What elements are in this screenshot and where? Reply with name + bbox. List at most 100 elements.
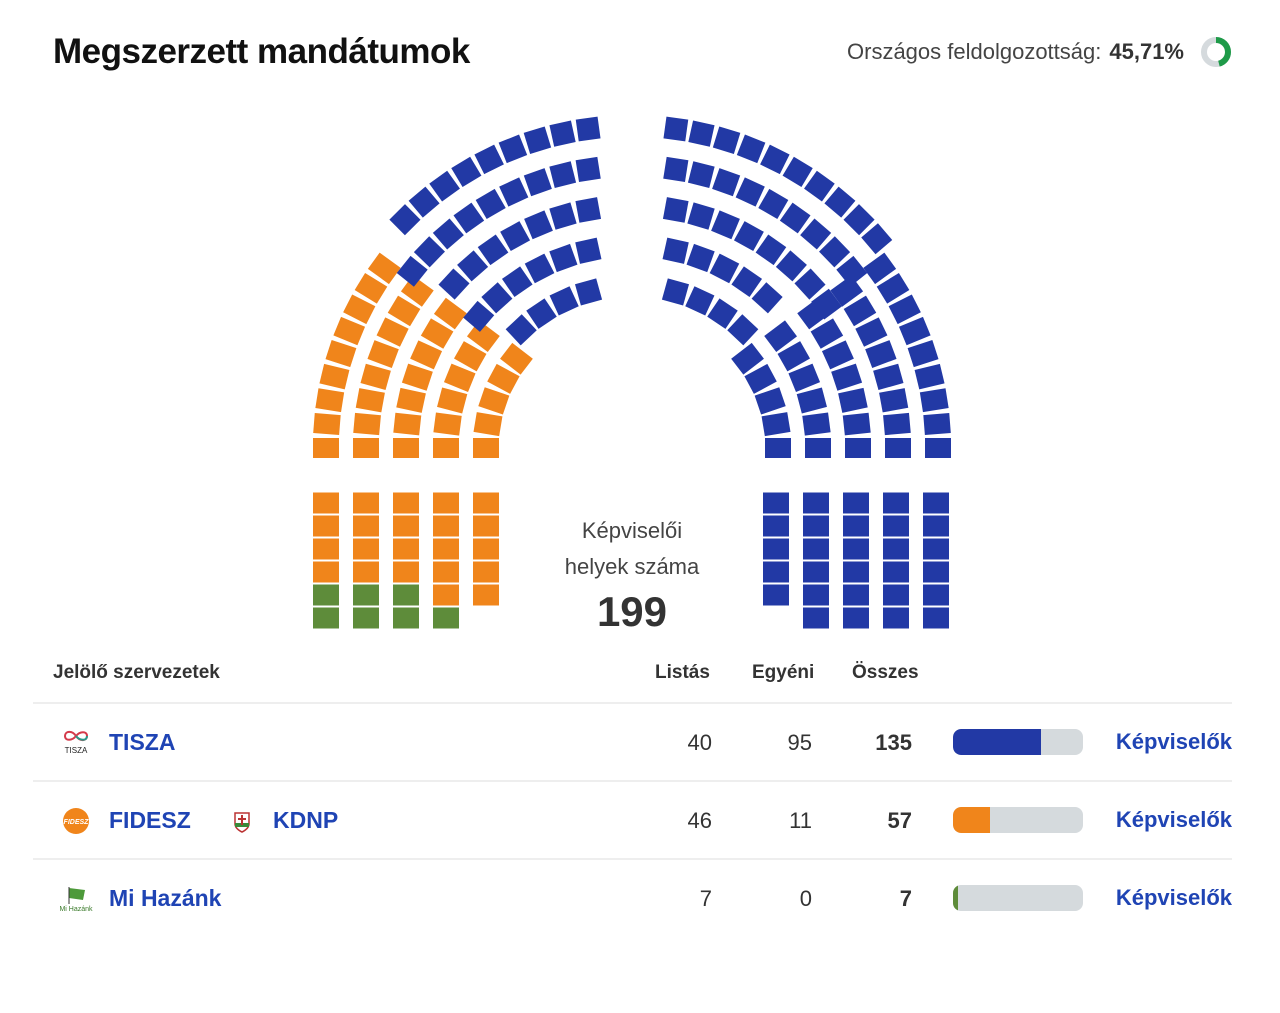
seat-fidesz-kdnp (400, 275, 434, 307)
seat-tisza (758, 188, 789, 219)
representatives-link[interactable]: Képviselők (1115, 807, 1232, 832)
seat-tisza (575, 116, 601, 142)
seat-share-fill (953, 729, 1042, 755)
individual-seats: 0 (799, 886, 812, 911)
seat-tisza (688, 120, 715, 147)
tisza-logo-icon: TISZA (63, 730, 89, 755)
seat-fidesz-kdnp (443, 363, 476, 392)
seat-tisza (763, 515, 789, 537)
seat-tisza (549, 161, 577, 189)
seat-tisza (810, 318, 844, 349)
seat-tisza (876, 272, 910, 304)
seat-tisza (735, 177, 765, 207)
seat-fidesz-kdnp (313, 492, 339, 514)
seat-tisza (883, 584, 909, 606)
seat-fidesz-kdnp (500, 342, 533, 375)
seat-tisza (438, 268, 470, 300)
seat-tisza (662, 237, 689, 264)
seat-mi-hazank (353, 584, 379, 606)
parliament-seat-chart (313, 116, 951, 629)
seat-tisza (432, 218, 464, 250)
seat-tisza (843, 492, 869, 514)
seat-tisza (709, 253, 740, 284)
seat-tisza (707, 298, 738, 329)
seat-fidesz-kdnp (313, 515, 339, 537)
seat-tisza (711, 210, 740, 240)
seat-tisza (883, 412, 911, 436)
seat-tisza (574, 278, 603, 306)
seat-tisza (842, 412, 871, 436)
seat-fidesz-kdnp (360, 363, 391, 390)
seat-share-fill (953, 885, 958, 911)
seat-tisza (843, 295, 877, 327)
party-link-mi-hazank[interactable]: Mi Hazánk (109, 885, 222, 911)
mi-hazank-logo-text: Mi Hazánk (59, 906, 93, 913)
seat-tisza (526, 298, 557, 329)
tisza-logo-text: TISZA (65, 746, 88, 755)
seat-fidesz-kdnp (478, 387, 510, 415)
seat-fidesz-kdnp (313, 538, 339, 560)
party-link-kdnp[interactable]: KDNP (273, 807, 339, 833)
representatives-link[interactable]: Képviselők (1115, 729, 1232, 754)
seat-tisza (731, 342, 764, 375)
seat-fidesz-kdnp (367, 340, 399, 369)
seat-tisza (751, 282, 783, 314)
seat-tisza (763, 584, 789, 606)
seat-tisza (782, 156, 813, 187)
seat-tisza (744, 363, 777, 394)
seat-mi-hazank (313, 607, 339, 629)
seat-tisza (549, 286, 579, 316)
seat-tisza (501, 266, 533, 298)
seat-fidesz-kdnp (433, 515, 459, 537)
seat-fidesz-kdnp (333, 316, 366, 346)
seat-tisza (663, 156, 689, 183)
representatives-link[interactable]: Képviselők (1115, 885, 1232, 910)
seat-share-bar (953, 807, 1083, 833)
seat-fidesz-kdnp (354, 272, 388, 304)
seat-fidesz-kdnp (353, 412, 381, 436)
seat-tisza (523, 168, 552, 197)
total-seats: 199 (596, 588, 668, 635)
seat-tisza (755, 234, 787, 266)
seat-fidesz-kdnp (473, 561, 499, 583)
seat-tisza (923, 607, 949, 629)
progress-label: Országos feldolgozottság: (847, 39, 1102, 64)
seat-fidesz-kdnp (376, 317, 409, 347)
seat-fidesz-kdnp (433, 584, 459, 606)
seat-share-bar (953, 885, 1083, 911)
seat-tisza (803, 584, 829, 606)
seat-tisza (763, 492, 789, 514)
seat-tisza (883, 607, 909, 629)
mi-hazank-logo-icon: Mi Hazánk (59, 887, 93, 913)
seat-tisza (453, 202, 485, 234)
seat-tisza (803, 561, 829, 583)
seat-tisza (888, 294, 921, 325)
seat-tisza (663, 116, 689, 142)
progress-ring-icon (1201, 37, 1231, 67)
seat-tisza (662, 197, 689, 223)
party-link-fidesz[interactable]: FIDESZ (109, 807, 191, 833)
seat-fidesz-kdnp (410, 340, 443, 370)
individual-seats: 11 (789, 808, 812, 833)
seat-fidesz-kdnp (393, 515, 419, 537)
header-org: Jelölő szervezetek (53, 662, 220, 683)
seat-tisza (821, 340, 854, 370)
seat-fidesz-kdnp (353, 515, 379, 537)
seat-tisza (845, 438, 871, 458)
seat-tisza (879, 388, 909, 413)
seat-fidesz-kdnp (396, 387, 426, 413)
processing-status: Országos feldolgozottság: 45,71% (847, 36, 1232, 68)
seat-mi-hazank (393, 584, 419, 606)
center-label-1: Képviselői (581, 518, 683, 543)
seat-fidesz-kdnp (433, 561, 459, 583)
seat-share-fill (953, 807, 991, 833)
seat-fidesz-kdnp (433, 412, 462, 436)
party-link-tisza[interactable]: TISZA (109, 729, 176, 755)
seat-fidesz-kdnp (313, 561, 339, 583)
seat-mi-hazank (393, 607, 419, 629)
seat-fidesz-kdnp (473, 538, 499, 560)
seat-tisza (475, 188, 506, 219)
seat-tisza (549, 243, 578, 273)
seat-tisza (463, 300, 495, 332)
seat-fidesz-kdnp (473, 584, 499, 606)
